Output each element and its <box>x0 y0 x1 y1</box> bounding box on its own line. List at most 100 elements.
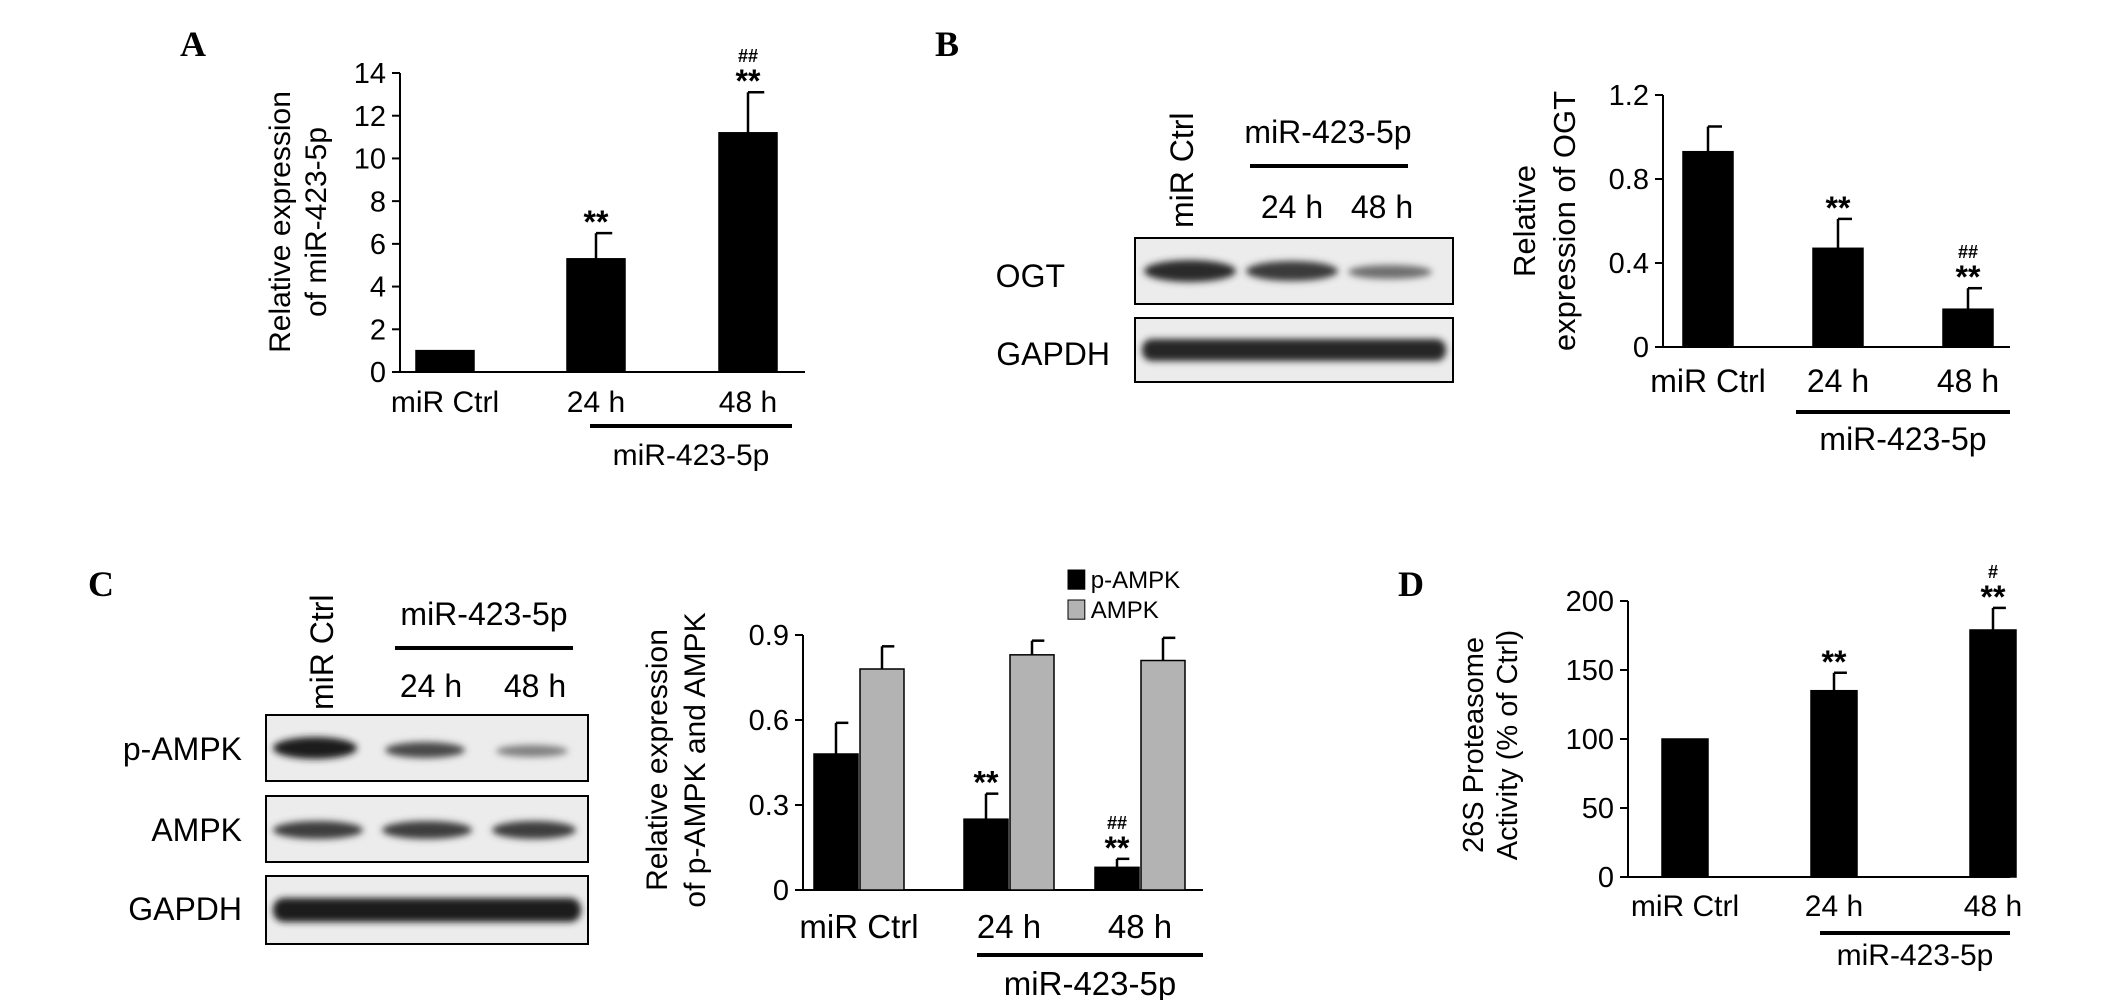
y-axis-label: Relative expression of p-AMPK and AMPK <box>641 612 712 907</box>
blot-c-lane-label-48h: 48 h <box>504 668 566 704</box>
group-bracket-label: miR-423-5p <box>1004 965 1176 1000</box>
x-tick-label: miR Ctrl <box>1631 890 1739 923</box>
blot-band <box>273 821 363 839</box>
chart-d: 0 50 100 150 200 26S ProteasomeActivity (% of… <box>1458 562 2022 972</box>
y-axis-label-line: of miR-423-5p <box>300 127 333 317</box>
bar <box>859 668 905 891</box>
y-tick-label: 0.9 <box>749 620 789 652</box>
y-axis-label: 26S ProteasomeActivity (% of Ctrl) <box>1458 630 1524 860</box>
blot-b-row-label-gapdh: GAPDH <box>996 336 1110 372</box>
bar <box>813 753 859 891</box>
blot-band <box>1246 261 1338 281</box>
x-tick-label: 24 h <box>977 908 1041 945</box>
y-axis-label-line: of p-AMPK and AMPK <box>679 612 712 907</box>
y-tick-label: 4 <box>370 272 386 304</box>
y-tick-label: 0 <box>370 357 386 389</box>
blot-band <box>492 821 576 839</box>
x-tick-label: miR Ctrl <box>799 908 918 945</box>
bar <box>1942 308 1994 348</box>
bar <box>1810 689 1858 878</box>
blot-c-row-label-gapdh: GAPDH <box>128 891 242 927</box>
significance-hash: ## <box>1107 813 1127 833</box>
bar <box>566 258 626 373</box>
y-tick-label: 100 <box>1566 724 1614 756</box>
group-bracket-label: miR-423-5p <box>1819 421 1986 457</box>
blot-band <box>273 737 357 759</box>
y-tick-label: 200 <box>1566 586 1614 618</box>
y-tick-label: 0.6 <box>749 705 789 737</box>
y-axis-label: Relative expression of OGT <box>1507 91 1582 351</box>
x-tick-label: 48 h <box>1964 890 2022 923</box>
y-axis-label: Relative expression of miR-423-5p <box>264 91 333 353</box>
western-blot-c: miR Ctrl miR-423-5p 24 h 48 h p-AMPK AMP… <box>123 594 589 945</box>
bar <box>1009 654 1055 891</box>
x-tick-label: 48 h <box>1937 363 1999 399</box>
blot-c-row-label-pampk: p-AMPK <box>123 731 242 767</box>
significance-star: ** <box>1822 644 1847 680</box>
legend-label: AMPK <box>1091 597 1159 624</box>
blot-b-lane-label-48h: 48 h <box>1351 189 1413 225</box>
y-tick-label: 0 <box>773 875 789 907</box>
bar <box>1682 150 1734 348</box>
y-tick-label: 6 <box>370 229 386 261</box>
blot-band <box>1142 339 1446 361</box>
blot-band <box>385 742 465 758</box>
significance-hash: # <box>1988 562 1998 582</box>
significance-star: ** <box>1105 830 1130 866</box>
chart-c: 0 0.3 0.6 0.9 Relative expression of p-AMPK a… <box>641 567 1203 1000</box>
y-axis-label-line: Relative expression <box>641 629 674 891</box>
y-tick-label: 14 <box>354 58 386 90</box>
panel-label-a: A <box>180 24 206 64</box>
bar <box>1661 738 1709 878</box>
y-tick-label: 8 <box>370 186 386 218</box>
blot-b-lane-label-ctrl: miR Ctrl <box>1164 112 1200 228</box>
significance-star: ** <box>1956 259 1981 295</box>
significance-star: ** <box>1826 190 1851 226</box>
blot-band <box>1144 260 1236 282</box>
y-tick-label: 150 <box>1566 655 1614 687</box>
y-axis-label-line: 26S Proteasome <box>1458 637 1490 853</box>
bar <box>415 349 475 373</box>
bar <box>718 132 778 373</box>
y-tick-label: 50 <box>1582 793 1614 825</box>
bar <box>1094 866 1140 891</box>
chart-a: 0 2 4 6 8 10 12 14 Relative expression of miR-423… <box>264 46 805 472</box>
y-tick-label: 12 <box>354 101 386 133</box>
y-tick-label: 1.2 <box>1609 80 1649 112</box>
significance-star: ** <box>736 63 761 99</box>
bar <box>1969 629 2017 878</box>
blot-b-lane-label-24h: 24 h <box>1261 189 1323 225</box>
significance-hash: ## <box>738 46 758 66</box>
blot-c-lane-label-ctrl: miR Ctrl <box>304 594 340 710</box>
blot-band <box>496 745 568 757</box>
y-axis-label-line: expression of OGT <box>1547 91 1582 351</box>
legend-swatch <box>1067 599 1086 620</box>
y-axis-label-line: Activity (% of Ctrl) <box>1492 630 1524 860</box>
legend-label: p-AMPK <box>1091 567 1180 594</box>
y-tick-label: 2 <box>370 314 386 346</box>
significance-star: ** <box>1981 579 2006 615</box>
blot-c-lane-label-24h: 24 h <box>400 668 462 704</box>
bar <box>963 818 1009 891</box>
y-tick-label: 0 <box>1633 332 1649 364</box>
group-bracket-label: miR-423-5p <box>1837 939 1994 972</box>
x-tick-label: miR Ctrl <box>391 386 499 419</box>
panel-label-b: B <box>935 24 959 64</box>
blot-c-group-label: miR-423-5p <box>400 596 567 632</box>
x-tick-label: 48 h <box>1108 908 1172 945</box>
y-tick-label: 0 <box>1598 862 1614 894</box>
significance-star: ** <box>974 765 999 801</box>
blot-band <box>273 898 581 922</box>
x-tick-label: 24 h <box>1807 363 1869 399</box>
western-blot-b: miR Ctrl miR-423-5p 24 h 48 h OGT GAPDH <box>996 112 1454 383</box>
blot-band <box>1348 265 1432 279</box>
bar <box>1812 247 1864 348</box>
significance-star: ** <box>584 204 609 240</box>
blot-band <box>382 821 472 839</box>
legend-swatch <box>1067 569 1086 590</box>
x-tick-label: 24 h <box>1805 890 1863 923</box>
y-axis-label-line: Relative expression <box>264 91 297 353</box>
x-tick-label: 48 h <box>719 386 777 419</box>
